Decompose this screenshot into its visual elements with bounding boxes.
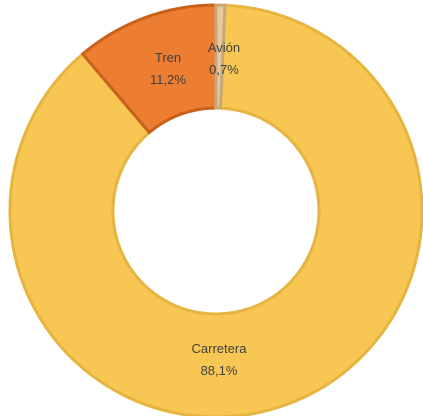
- chart-labels: Carretera 88,1% Tren 11,2% Avión 0,7%: [150, 40, 247, 378]
- slice-carretera: [8, 3, 423, 416]
- slice-label-name: Tren: [155, 50, 181, 65]
- slice-label-name: Avión: [208, 40, 240, 55]
- slice-avion: [214, 3, 227, 110]
- slice-label-value: 0,7%: [209, 62, 239, 77]
- slice-label-name: Carretera: [192, 341, 248, 356]
- slice-label-value: 88,1%: [201, 363, 238, 378]
- chart-slices: [8, 3, 423, 416]
- slice-label-value: 11,2%: [150, 72, 186, 87]
